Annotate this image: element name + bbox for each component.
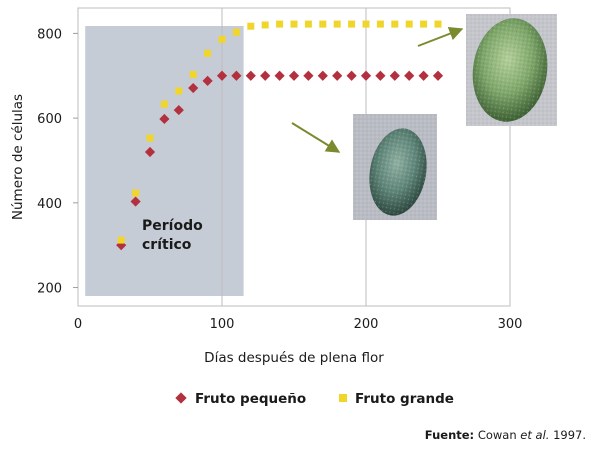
- point-large-fruit: [391, 20, 399, 28]
- source-label: Fuente:: [424, 428, 475, 442]
- critical-period-region: [85, 26, 244, 296]
- point-large-fruit: [362, 20, 370, 28]
- legend-marker-small: [175, 392, 187, 404]
- source-authors: Cowan: [477, 428, 521, 442]
- point-large-fruit: [348, 20, 356, 28]
- point-large-fruit: [204, 49, 212, 57]
- legend-label-large: Fruto grande: [355, 391, 454, 407]
- large-avocado-photo: [466, 14, 557, 126]
- point-small-fruit: [274, 70, 285, 81]
- y-tick-label: 600: [37, 112, 62, 127]
- point-large-fruit: [319, 20, 327, 28]
- point-large-fruit: [290, 20, 298, 28]
- point-large-fruit: [175, 87, 183, 95]
- arrow-small: [291, 122, 341, 153]
- point-small-fruit: [404, 70, 415, 81]
- source-etal: et al.: [520, 428, 550, 442]
- point-small-fruit: [288, 70, 300, 81]
- source-note: Fuente: Cowan et al. 1997.: [425, 428, 586, 442]
- x-tick-label: 0: [74, 317, 82, 332]
- legend-marker-large: [339, 394, 347, 402]
- critical-period-label: crítico: [142, 237, 192, 253]
- point-large-fruit: [160, 100, 168, 108]
- point-large-fruit: [304, 20, 312, 28]
- point-small-fruit: [130, 196, 141, 207]
- point-large-fruit: [247, 22, 255, 30]
- point-small-fruit: [332, 70, 343, 81]
- point-large-fruit: [132, 189, 140, 197]
- point-small-fruit: [144, 146, 156, 158]
- point-large-fruit: [376, 20, 384, 28]
- y-ticks: 200 400 600 800: [37, 27, 78, 297]
- y-tick-label: 400: [37, 197, 62, 212]
- point-large-fruit: [189, 70, 197, 78]
- point-small-fruit: [346, 70, 357, 81]
- x-tick-label: 100: [210, 317, 235, 332]
- small-avocado-photo: [353, 114, 437, 220]
- critical-period-label: Período: [142, 218, 203, 234]
- point-small-fruit: [202, 75, 213, 86]
- point-small-fruit: [317, 70, 328, 81]
- point-small-fruit: [188, 82, 199, 94]
- arrow-large: [417, 27, 464, 47]
- y-axis-title: Número de células: [10, 94, 26, 220]
- point-small-fruit: [432, 70, 444, 81]
- point-small-fruit: [260, 70, 271, 81]
- legend: Fruto pequeño Fruto grande: [175, 391, 454, 407]
- point-small-fruit: [418, 70, 429, 81]
- point-small-fruit: [303, 70, 314, 81]
- point-large-fruit: [405, 20, 413, 28]
- point-large-fruit: [218, 35, 226, 43]
- x-axis-title: Días después de plena flor: [204, 350, 384, 366]
- point-large-fruit: [420, 20, 428, 28]
- point-small-fruit: [375, 70, 386, 81]
- legend-label-small: Fruto pequeño: [195, 391, 306, 407]
- point-large-fruit: [117, 236, 125, 244]
- point-large-fruit: [261, 21, 269, 29]
- y-tick-label: 200: [37, 282, 62, 297]
- point-large-fruit: [146, 134, 154, 142]
- point-large-fruit: [276, 20, 284, 28]
- point-small-fruit: [245, 70, 256, 81]
- x-ticks: 0 100 200 300: [74, 317, 523, 332]
- point-small-fruit: [360, 70, 372, 81]
- point-small-fruit: [173, 104, 184, 116]
- point-large-fruit: [333, 20, 341, 28]
- point-small-fruit: [389, 70, 400, 81]
- source-year: 1997.: [549, 428, 586, 442]
- point-large-fruit: [232, 28, 240, 36]
- x-tick-label: 300: [498, 317, 523, 332]
- x-tick-label: 200: [354, 317, 379, 332]
- y-tick-label: 800: [37, 27, 62, 42]
- point-large-fruit: [434, 20, 442, 28]
- point-small-fruit: [159, 113, 170, 125]
- point-small-fruit: [216, 70, 228, 81]
